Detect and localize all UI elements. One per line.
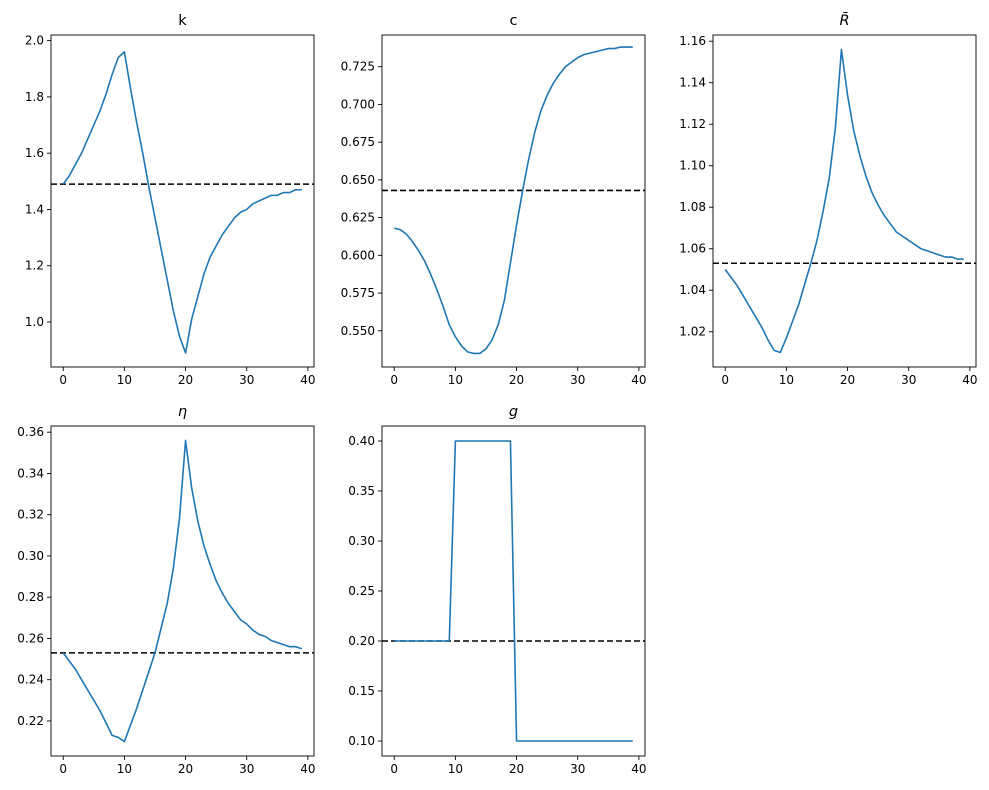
x-tick-label-c: 20 (509, 373, 524, 387)
y-tick-label-eta: 0.34 (17, 466, 44, 480)
y-tick-label-eta: 0.28 (17, 590, 44, 604)
x-tick-label-c: 30 (570, 373, 585, 387)
y-tick-label-c: 0.600 (341, 248, 375, 262)
y-tick-label-eta: 0.26 (17, 631, 44, 645)
panel-k: k 0 10 20 30 40 1.0 1.2 1.4 1.6 1.8 2.0 (25, 13, 316, 387)
panel-eta: η 0 10 20 30 40 0.22 0.24 0.26 0.28 0.30 0.32 0.34 0.… (17, 404, 315, 776)
x-tick-label-r-bar: 20 (840, 373, 855, 387)
y-tick-label-eta: 0.36 (17, 425, 44, 439)
y-tick-label-c: 0.625 (341, 211, 375, 225)
y-tick-label-c: 0.550 (341, 324, 375, 338)
x-tick-label-r-bar: 30 (901, 373, 916, 387)
x-tick-label-c: 0 (390, 373, 398, 387)
y-tick-label-k: 1.2 (25, 259, 44, 273)
y-tick-label-g: 0.25 (348, 584, 375, 598)
axes-frame-k (50, 34, 315, 368)
x-tick-label-eta: 0 (59, 762, 67, 776)
panel-title-eta: η (178, 404, 187, 420)
y-tick-label-g: 0.30 (348, 534, 375, 548)
y-tick-label-k: 1.4 (25, 202, 44, 216)
y-tick-label-c: 0.675 (341, 135, 375, 149)
x-tick-label-g: 30 (570, 762, 585, 776)
y-tick-label-c: 0.700 (341, 97, 375, 111)
y-tick-label-g: 0.10 (348, 734, 375, 748)
x-tick-label-c: 40 (631, 373, 646, 387)
y-tick-label-r-bar: 1.08 (679, 200, 706, 214)
y-tick-label-eta: 0.22 (17, 714, 44, 728)
x-tick-label-c: 10 (448, 373, 463, 387)
x-tick-label-g: 0 (390, 762, 398, 776)
panel-title-k: k (178, 13, 187, 29)
x-tick-label-g: 40 (631, 762, 646, 776)
series-line-eta (62, 439, 303, 743)
series-line-g (394, 440, 633, 742)
x-tick-label-r-bar: 10 (779, 373, 794, 387)
x-tick-label-k: 0 (59, 373, 67, 387)
y-tick-label-r-bar: 1.04 (679, 283, 706, 297)
y-tick-label-r-bar: 1.12 (679, 117, 706, 131)
y-tick-label-r-bar: 1.10 (679, 159, 706, 173)
x-tick-label-eta: 20 (178, 762, 193, 776)
x-tick-label-k: 30 (239, 373, 254, 387)
x-tick-label-r-bar: 0 (721, 373, 729, 387)
panel-c: c 0 10 20 30 40 0.550 0.575 0.600 0.625 0.650 0.675… (341, 13, 647, 387)
panel-title-c: c (510, 13, 518, 29)
y-tick-label-c: 0.725 (341, 60, 375, 74)
x-tick-label-g: 20 (509, 762, 524, 776)
y-tick-label-k: 1.8 (25, 90, 44, 104)
x-tick-label-k: 40 (300, 373, 315, 387)
panel-title-r-bar: R̄ (839, 11, 849, 29)
y-tick-label-g: 0.15 (348, 684, 375, 698)
y-tick-label-r-bar: 1.06 (679, 242, 706, 256)
x-tick-label-r-bar: 40 (962, 373, 977, 387)
x-tick-label-g: 10 (448, 762, 463, 776)
y-tick-label-eta: 0.30 (17, 549, 44, 563)
axes-frame-eta (50, 425, 315, 757)
y-tick-label-k: 2.0 (25, 34, 44, 48)
axes-frame-c (381, 34, 646, 368)
y-tick-label-r-bar: 1.16 (679, 34, 706, 48)
panel-r-bar: R̄ 0 10 20 30 40 1.02 1.04 1.06 1.08 1.10 1.12 1.14 1… (679, 11, 977, 387)
y-tick-label-k: 1.0 (25, 315, 44, 329)
series-line-k (62, 51, 302, 354)
y-tick-label-r-bar: 1.14 (679, 76, 706, 90)
axes-frame-r-bar (712, 34, 977, 368)
x-tick-label-eta: 30 (239, 762, 254, 776)
y-tick-label-eta: 0.32 (17, 508, 44, 522)
panel-g: g 0 10 20 30 40 0.10 0.15 0.20 0.25 0.30 0.35 0.40 (348, 404, 646, 776)
y-tick-label-r-bar: 1.02 (679, 325, 706, 339)
y-tick-label-c: 0.575 (341, 286, 375, 300)
x-tick-label-k: 20 (178, 373, 193, 387)
y-tick-label-k: 1.6 (25, 146, 44, 160)
y-tick-label-c: 0.650 (341, 173, 375, 187)
y-tick-label-g: 0.20 (348, 634, 375, 648)
series-line-c (394, 46, 633, 355)
x-tick-label-eta: 10 (117, 762, 132, 776)
x-tick-label-eta: 40 (300, 762, 315, 776)
y-tick-label-g: 0.35 (348, 484, 375, 498)
y-tick-label-eta: 0.24 (17, 673, 44, 687)
y-tick-label-g: 0.40 (348, 434, 375, 448)
x-tick-label-k: 10 (117, 373, 132, 387)
series-line-r-bar (724, 48, 964, 354)
panel-title-g: g (509, 404, 518, 420)
